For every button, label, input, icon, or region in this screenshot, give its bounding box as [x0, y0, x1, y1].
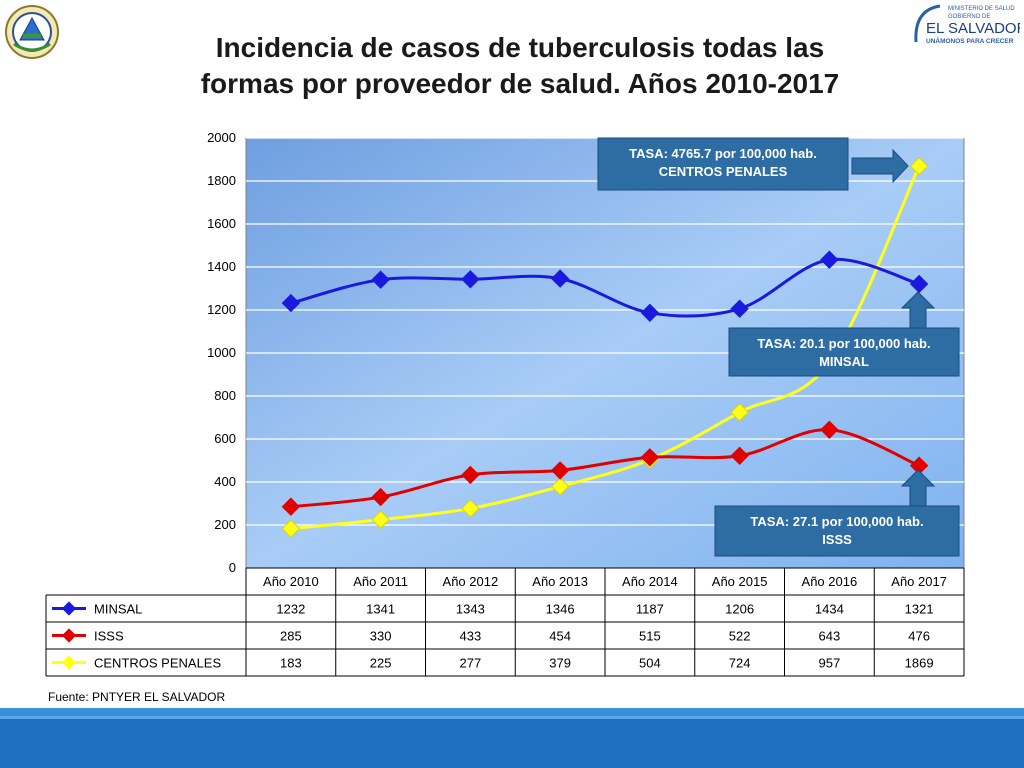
- table-cell: 724: [729, 656, 751, 671]
- x-tick-label: Año 2013: [532, 574, 588, 589]
- data-point: [371, 487, 390, 507]
- legend-label: ISSS: [94, 629, 124, 644]
- data-point: [640, 448, 660, 467]
- svg-text:MINISTERIO DE SALUD: MINISTERIO DE SALUD: [948, 6, 1015, 12]
- table-cell: 1187: [636, 602, 664, 617]
- title-line-1: Incidencia de casos de tuberculosis toda…: [215, 32, 825, 63]
- data-point: [909, 156, 929, 176]
- footer-bar: [0, 708, 1024, 768]
- legend-marker: [61, 628, 77, 643]
- data-point: [461, 270, 480, 289]
- data-point: [730, 403, 749, 422]
- table-cell: 1232: [276, 602, 305, 617]
- arrow-right-icon: [851, 148, 909, 184]
- arrow-up-icon: [900, 469, 936, 507]
- table-cell: 1869: [905, 656, 934, 671]
- table-cell: 522: [729, 629, 751, 644]
- legend-marker: [61, 655, 77, 670]
- y-tick-label: 600: [214, 431, 236, 446]
- table-cell: 379: [549, 656, 571, 671]
- data-point: [550, 477, 570, 496]
- x-tick-label: Año 2012: [443, 574, 499, 589]
- table-cell: 225: [370, 656, 392, 671]
- table-cell: 515: [639, 629, 661, 644]
- data-point: [550, 461, 570, 480]
- y-tick-label: 1200: [207, 302, 236, 317]
- x-tick-label: Año 2010: [263, 574, 319, 589]
- data-point: [371, 510, 390, 529]
- data-point: [281, 497, 301, 516]
- callout-box: [597, 137, 849, 191]
- legend-marker: [61, 601, 77, 616]
- data-point: [281, 293, 301, 313]
- callout-text: TASA: 4765.7 por 100,000 hab.: [629, 146, 817, 161]
- y-tick-label: 0: [229, 560, 236, 575]
- x-tick-label: Año 2015: [712, 574, 768, 589]
- title-line-2: formas por proveedor de salud. Años 2010…: [200, 68, 840, 99]
- data-point: [909, 274, 929, 294]
- data-point: [820, 420, 839, 439]
- data-point: [730, 446, 749, 465]
- table-cell: 433: [460, 629, 482, 644]
- callout-text: TASA: 20.1 por 100,000 hab.: [757, 336, 930, 351]
- source-note: Fuente: PNTYER EL SALVADOR: [48, 690, 226, 704]
- y-tick-label: 1000: [207, 345, 236, 360]
- y-tick-label: 800: [214, 388, 236, 403]
- national-seal-icon: [5, 5, 59, 59]
- y-tick-label: 200: [214, 517, 236, 532]
- y-tick-label: 1800: [207, 173, 236, 188]
- data-point: [461, 499, 480, 518]
- y-tick-label: 1400: [207, 259, 236, 274]
- y-tick-label: 2000: [207, 130, 236, 145]
- slide-title: Incidencia de casos de tuberculosis toda…: [120, 30, 920, 102]
- table-cell: 476: [908, 629, 930, 644]
- legend-label: MINSAL: [94, 602, 142, 617]
- svg-text:EL SALVADOR: EL SALVADOR: [926, 20, 1020, 37]
- svg-text:UNÁMONOS PARA CRECER: UNÁMONOS PARA CRECER: [926, 36, 1014, 45]
- table-cell: 454: [549, 629, 571, 644]
- arrow-up-icon: [900, 291, 936, 329]
- data-point: [550, 269, 570, 288]
- table-cell: 1343: [456, 602, 485, 617]
- y-tick-label: 1600: [207, 216, 236, 231]
- callout-box: [714, 505, 960, 557]
- data-point: [371, 270, 390, 289]
- table-cell: 504: [639, 656, 661, 671]
- table-cell: 1346: [546, 602, 575, 617]
- x-tick-label: Año 2016: [802, 574, 858, 589]
- legend-label: CENTROS PENALES: [94, 656, 221, 671]
- callout-box: [728, 327, 960, 377]
- callout-text: CENTROS PENALES: [659, 164, 788, 179]
- x-tick-label: Año 2014: [622, 574, 678, 589]
- table-cell: 1206: [725, 602, 754, 617]
- data-point: [461, 465, 480, 485]
- series-line-0: [290, 257, 920, 318]
- table-cell: 285: [280, 629, 302, 644]
- data-point: [730, 299, 749, 318]
- x-tick-label: Año 2011: [353, 574, 408, 589]
- data-point: [640, 303, 660, 322]
- table-cell: 643: [819, 629, 841, 644]
- table-cell: 1434: [815, 602, 844, 617]
- svg-text:GOBIERNO DE: GOBIERNO DE: [948, 14, 990, 20]
- callout-text: TASA: 27.1 por 100,000 hab.: [750, 514, 923, 529]
- table-cell: 1341: [366, 602, 395, 617]
- table-cell: 330: [370, 629, 392, 644]
- table-cell: 957: [819, 656, 841, 671]
- table-cell: 277: [460, 656, 482, 671]
- table-cell: 183: [280, 656, 302, 671]
- data-point: [820, 250, 839, 269]
- table-cell: 1321: [905, 602, 934, 617]
- callout-text: MINSAL: [819, 354, 869, 369]
- y-tick-label: 400: [214, 474, 236, 489]
- callout-text: ISSS: [822, 532, 852, 547]
- data-point: [909, 456, 929, 475]
- ministry-logo: MINISTERIO DE SALUD GOBIERNO DE EL SALVA…: [914, 4, 1020, 45]
- data-point: [281, 519, 301, 538]
- x-tick-label: Año 2017: [891, 574, 947, 589]
